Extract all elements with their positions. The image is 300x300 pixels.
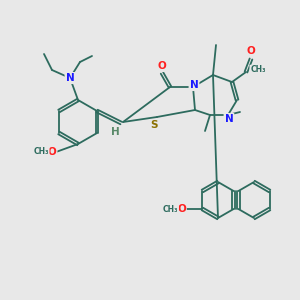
Text: CH₃: CH₃: [33, 148, 49, 157]
Text: O: O: [177, 204, 186, 214]
Text: S: S: [150, 120, 158, 130]
Text: N: N: [190, 80, 198, 90]
Text: O: O: [48, 147, 56, 157]
Text: O: O: [247, 46, 255, 56]
Text: CH₃: CH₃: [163, 205, 178, 214]
Text: CH₃: CH₃: [250, 65, 266, 74]
Text: N: N: [225, 114, 233, 124]
Text: O: O: [158, 61, 166, 71]
Text: H: H: [111, 127, 119, 137]
Text: N: N: [66, 73, 74, 83]
